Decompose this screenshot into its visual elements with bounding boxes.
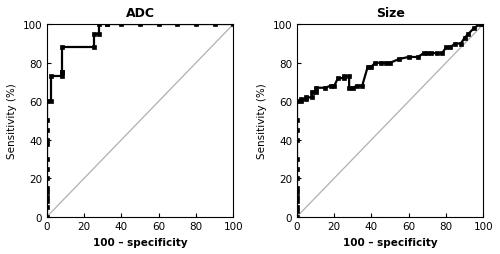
Y-axis label: Sensitivity (%): Sensitivity (%): [7, 83, 17, 159]
Title: ADC: ADC: [126, 7, 154, 20]
Y-axis label: Sensitivity (%): Sensitivity (%): [257, 83, 267, 159]
X-axis label: 100 – specificity: 100 – specificity: [93, 237, 188, 247]
Title: Size: Size: [376, 7, 404, 20]
X-axis label: 100 – specificity: 100 – specificity: [343, 237, 438, 247]
